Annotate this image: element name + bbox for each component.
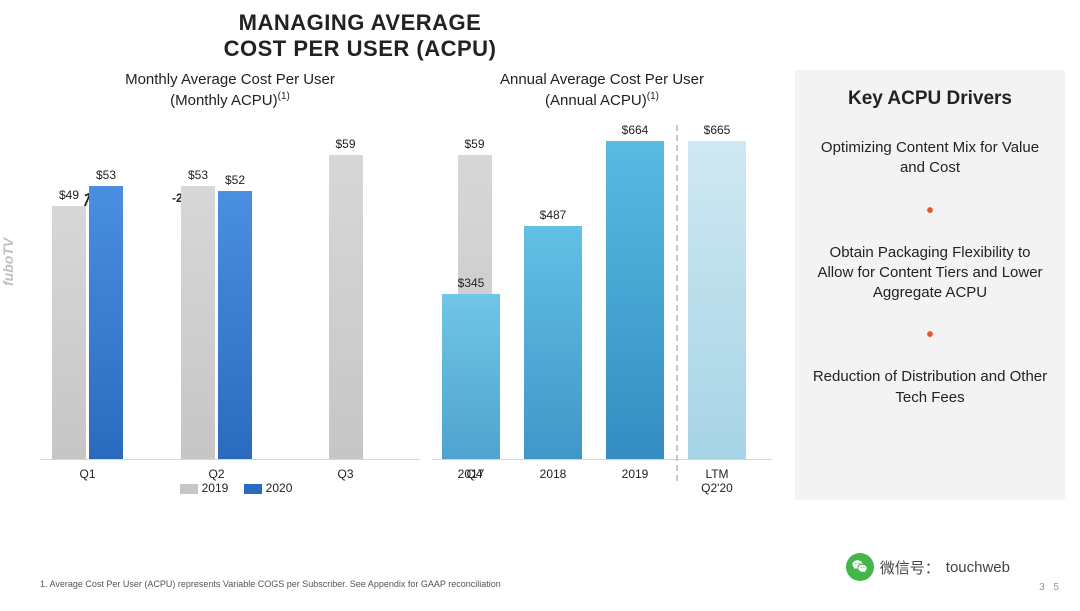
x-label: Q2 bbox=[181, 467, 252, 481]
x-label: LTM Q2'20 bbox=[688, 467, 746, 495]
x-label: Q1 bbox=[52, 467, 123, 481]
bar: $52 bbox=[218, 191, 252, 459]
title-line2: COST PER USER (ACPU) bbox=[224, 36, 497, 61]
driver-item-1: Optimizing Content Mix for Value and Cos… bbox=[811, 138, 1049, 179]
watermark-value: touchweb bbox=[946, 559, 1010, 576]
bar-value: $53 bbox=[96, 168, 116, 182]
bar-value: $52 bbox=[225, 173, 245, 187]
page-number: 3 5 bbox=[1039, 582, 1062, 593]
bar: $53 bbox=[89, 186, 123, 459]
separator-dot: • bbox=[811, 201, 1049, 221]
divider-line bbox=[676, 125, 678, 481]
bar-value: $49 bbox=[59, 188, 79, 202]
bar-group: $59Q3 bbox=[310, 155, 381, 459]
slide-root: fuboTV MANAGING AVERAGE COST PER USER (A… bbox=[0, 0, 1080, 611]
bar-group: $4872018 bbox=[524, 226, 582, 459]
wechat-icon bbox=[846, 553, 874, 581]
driver-item-2: Obtain Packaging Flexibility to Allow fo… bbox=[811, 243, 1049, 304]
footnote: 1. Average Cost Per User (ACPU) represen… bbox=[40, 579, 501, 589]
monthly-chart-title: Monthly Average Cost Per User (Monthly A… bbox=[40, 70, 420, 110]
drivers-heading: Key ACPU Drivers bbox=[811, 88, 1049, 110]
bar: $665 bbox=[688, 141, 746, 459]
bar: $487 bbox=[524, 226, 582, 459]
bar-value: $664 bbox=[622, 123, 649, 137]
bar-value: $345 bbox=[458, 276, 485, 290]
x-label: Q3 bbox=[310, 467, 381, 481]
bar-value: $59 bbox=[335, 137, 355, 151]
bar-value: $487 bbox=[540, 208, 567, 222]
x-label: 2018 bbox=[524, 467, 582, 481]
watermark: 微信号： touchweb bbox=[846, 553, 1010, 581]
bar: $49 bbox=[52, 206, 86, 459]
legend-swatch-2020 bbox=[244, 484, 262, 494]
bar-group: $53$52Q2 bbox=[181, 186, 252, 459]
monthly-plot: +7% ↗ -2% ↘ $49$53Q1$53$52Q2$59Q3$59Q4 bbox=[40, 125, 420, 460]
x-label: 2019 bbox=[606, 467, 664, 481]
annual-chart-title: Annual Average Cost Per User (Annual ACP… bbox=[432, 70, 772, 110]
separator-dot: • bbox=[811, 325, 1049, 345]
annual-plot: $3452017 $4872018 $6642019 $665LTM Q2'20 bbox=[432, 125, 772, 460]
main-title: MANAGING AVERAGE COST PER USER (ACPU) bbox=[0, 10, 720, 62]
bar-group: $3452017 bbox=[442, 294, 500, 459]
watermark-label: 微信号： bbox=[880, 557, 940, 578]
bar: $664 bbox=[606, 141, 664, 459]
bar-value: $665 bbox=[704, 123, 731, 137]
title-line1: MANAGING AVERAGE bbox=[239, 10, 482, 35]
bar: $345 bbox=[442, 294, 500, 459]
brand-logo: fuboTV bbox=[0, 237, 16, 285]
bar: $59 bbox=[329, 155, 363, 459]
annual-chart: Annual Average Cost Per User (Annual ACP… bbox=[432, 70, 772, 500]
monthly-legend: 2019 2020 bbox=[40, 481, 420, 495]
monthly-chart: Monthly Average Cost Per User (Monthly A… bbox=[40, 70, 420, 500]
legend-swatch-2019 bbox=[180, 484, 198, 494]
bar-group: $6642019 bbox=[606, 141, 664, 459]
bar-value: $53 bbox=[188, 168, 208, 182]
bar-group: $49$53Q1 bbox=[52, 186, 123, 459]
bar-group: $665LTM Q2'20 bbox=[688, 141, 746, 459]
driver-item-3: Reduction of Distribution and Other Tech… bbox=[811, 367, 1049, 408]
x-label: 2017 bbox=[442, 467, 500, 481]
drivers-panel: Key ACPU Drivers Optimizing Content Mix … bbox=[795, 70, 1065, 500]
bar: $53 bbox=[181, 186, 215, 459]
